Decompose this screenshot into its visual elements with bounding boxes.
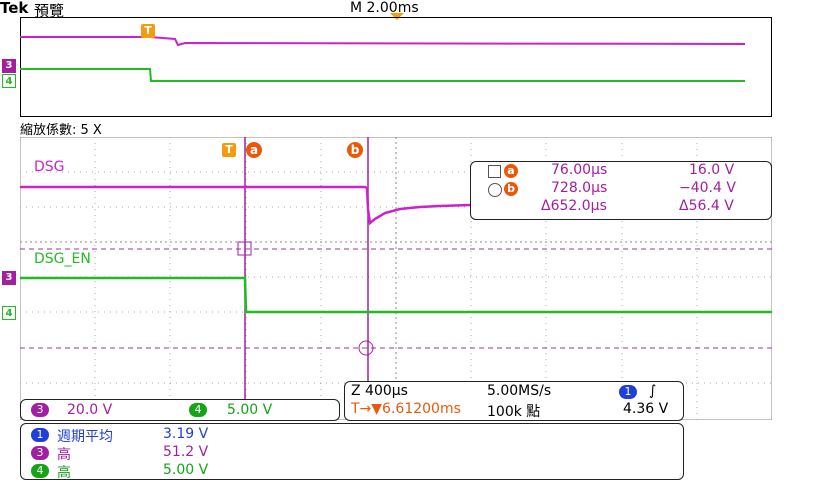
delta-volt: Δ56.4 V	[679, 198, 734, 214]
meas-value: 5.00 V	[163, 462, 209, 478]
trigger-slope-icon[interactable]: ∫	[649, 383, 657, 399]
zoom-factor-label: 縮放係數: 5 X	[20, 123, 102, 138]
meas-value: 3.19 V	[163, 426, 209, 442]
trigger-source-badge[interactable]: 1	[619, 385, 637, 399]
cursor-b-badge: b	[504, 182, 518, 196]
timing-panel[interactable]: Z 400µs 5.00MS/s 1 ∫ T→▼6.61200ms 100k 點…	[344, 381, 684, 421]
main-trigger-marker[interactable]: T	[222, 143, 236, 157]
record-length: 100k 點	[487, 404, 541, 420]
trigger-position[interactable]: T→▼6.61200ms	[351, 401, 461, 417]
cursor-b-time: 728.0µs	[551, 180, 608, 196]
brand-logo: Tek	[0, 0, 29, 17]
cursor-b-circle-icon	[488, 183, 502, 197]
mode-label: 預覽	[34, 2, 65, 20]
ch3-ground-marker[interactable]: 3	[2, 271, 16, 285]
delta-time: Δ652.0µs	[541, 198, 607, 214]
meas-name: 高	[57, 447, 71, 463]
measurements-panel: 1 週期平均 3.19 V 3 高 51.2 V 4 高 5.00 V	[20, 423, 684, 481]
ch3-scale[interactable]: 20.0 V	[67, 402, 113, 418]
cursor-a-volt: 16.0 V	[689, 162, 735, 178]
meas-value: 51.2 V	[163, 444, 209, 460]
timebase-pointer-icon	[390, 13, 404, 20]
ch4-scale[interactable]: 5.00 V	[227, 402, 273, 418]
sample-rate: 5.00MS/s	[487, 383, 552, 399]
trigger-level[interactable]: 4.36 V	[623, 401, 669, 417]
meas-ch-badge: 1	[31, 428, 49, 442]
ch4-ground-marker[interactable]: 4	[2, 306, 16, 320]
ch3-scale-badge[interactable]: 3	[31, 403, 49, 417]
meas-name: 高	[57, 465, 71, 481]
ch4-scale-badge[interactable]: 4	[189, 403, 207, 417]
overview-ch4-trace	[20, 68, 745, 82]
overview-window[interactable]	[20, 17, 772, 117]
dsg-trace-label: DSG	[34, 159, 65, 175]
overview-ch3-trace	[20, 36, 746, 47]
overview-ch4-tag[interactable]: 4	[2, 74, 16, 88]
dsg-en-trace	[20, 276, 772, 314]
cursor-a-marker[interactable]: a	[246, 142, 262, 158]
meas-ch-badge: 3	[31, 446, 49, 460]
cursor-b-volt: −40.4 V	[679, 180, 736, 196]
cursor-a-box-icon	[237, 241, 252, 256]
cursor-a-badge: a	[504, 164, 518, 178]
overview-ch3-tag[interactable]: 3	[2, 59, 16, 73]
zoom-timebase[interactable]: Z 400µs	[351, 383, 408, 399]
meas-name: 週期平均	[57, 429, 113, 445]
timebase-label: M 2.00ms	[350, 0, 419, 16]
cursor-b-marker[interactable]: b	[347, 142, 363, 158]
dsg-en-trace-label: DSG_EN	[34, 251, 91, 267]
channel-scale-panel[interactable]: 3 20.0 V 4 5.00 V	[20, 399, 340, 421]
cursor-b-circle-icon	[358, 340, 374, 356]
cursor-a-time: 76.00µs	[551, 162, 608, 178]
meas-ch-badge: 4	[31, 464, 49, 478]
cursor-a-box-icon	[488, 165, 501, 178]
overview-trigger-marker[interactable]: T	[141, 24, 155, 38]
cursor-readout-panel: a 76.00µs 16.0 V b 728.0µs −40.4 V Δ652.…	[470, 161, 772, 220]
